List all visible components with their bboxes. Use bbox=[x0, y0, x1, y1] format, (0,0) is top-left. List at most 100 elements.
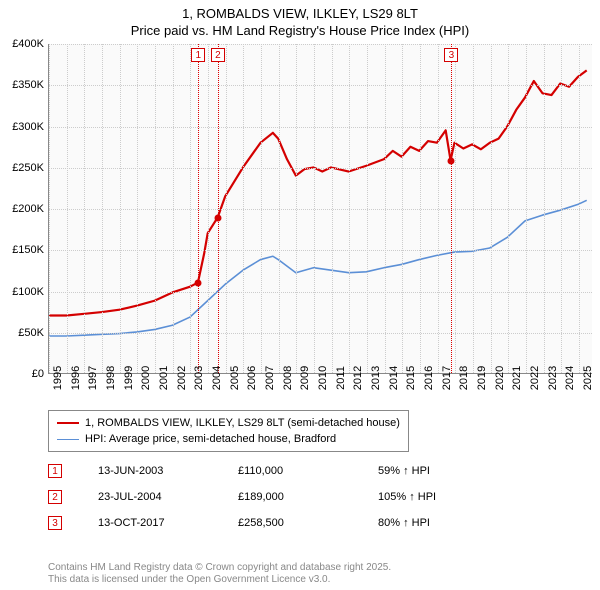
sale-marker-point bbox=[448, 157, 455, 164]
xtick-label: 2025 bbox=[582, 366, 594, 390]
sale-marker-box: 2 bbox=[211, 48, 225, 62]
ytick-label: £50K bbox=[18, 327, 44, 339]
legend-row: 1, ROMBALDS VIEW, ILKLEY, LS29 8LT (semi… bbox=[57, 415, 400, 431]
gridline-v bbox=[367, 44, 368, 373]
sale-marker-line bbox=[198, 44, 199, 373]
sale-date: 23-JUL-2004 bbox=[98, 491, 238, 503]
sale-pct: 80% ↑ HPI bbox=[378, 517, 498, 529]
sale-pct: 59% ↑ HPI bbox=[378, 465, 498, 477]
legend: 1, ROMBALDS VIEW, ILKLEY, LS29 8LT (semi… bbox=[48, 410, 409, 452]
xtick-label: 2009 bbox=[299, 366, 311, 390]
gridline-v bbox=[561, 44, 562, 373]
sales-table: 1 13-JUN-2003£110,00059% ↑ HPI 2 23-JUL-200… bbox=[48, 458, 498, 536]
xtick-label: 2004 bbox=[211, 366, 223, 390]
gridline-v bbox=[385, 44, 386, 373]
gridline-h bbox=[49, 127, 592, 128]
xtick-label: 2021 bbox=[511, 366, 523, 390]
gridline-v bbox=[508, 44, 509, 373]
ytick-label: £250K bbox=[12, 162, 44, 174]
sale-date: 13-OCT-2017 bbox=[98, 517, 238, 529]
xtick-label: 2014 bbox=[388, 366, 400, 390]
xtick-label: 2003 bbox=[193, 366, 205, 390]
chart-title-block: 1, ROMBALDS VIEW, ILKLEY, LS29 8LT Price… bbox=[0, 0, 600, 40]
gridline-v bbox=[84, 44, 85, 373]
gridline-v bbox=[279, 44, 280, 373]
gridline-v bbox=[190, 44, 191, 373]
xtick-label: 1995 bbox=[52, 366, 64, 390]
sale-date: 13-JUN-2003 bbox=[98, 465, 238, 477]
xtick-label: 2008 bbox=[282, 366, 294, 390]
sale-marker-line bbox=[218, 44, 219, 373]
ytick-label: £0 bbox=[32, 368, 44, 380]
footer: Contains HM Land Registry data © Crown c… bbox=[48, 562, 391, 586]
gridline-v bbox=[102, 44, 103, 373]
gridline-v bbox=[261, 44, 262, 373]
gridline-h bbox=[49, 333, 592, 334]
legend-row: HPI: Average price, semi-detached house,… bbox=[57, 431, 400, 447]
footer-line-1: Contains HM Land Registry data © Crown c… bbox=[48, 562, 391, 574]
sale-row-marker: 3 bbox=[48, 516, 62, 530]
gridline-v bbox=[67, 44, 68, 373]
gridline-v bbox=[243, 44, 244, 373]
legend-swatch bbox=[57, 422, 79, 424]
legend-label: 1, ROMBALDS VIEW, ILKLEY, LS29 8LT (semi… bbox=[85, 417, 400, 429]
chart: 123 £0£50K£100K£150K£200K£250K£300K£350K… bbox=[0, 44, 600, 404]
sale-marker-line bbox=[451, 44, 452, 373]
xtick-label: 2018 bbox=[458, 366, 470, 390]
gridline-h bbox=[49, 292, 592, 293]
xtick-label: 2013 bbox=[370, 366, 382, 390]
sale-marker-point bbox=[214, 215, 221, 222]
xtick-label: 2011 bbox=[335, 366, 347, 390]
gridline-v bbox=[473, 44, 474, 373]
sale-pct: 105% ↑ HPI bbox=[378, 491, 498, 503]
legend-label: HPI: Average price, semi-detached house,… bbox=[85, 433, 336, 445]
sale-marker-box: 1 bbox=[191, 48, 205, 62]
sale-row: 2 23-JUL-2004£189,000105% ↑ HPI bbox=[48, 484, 498, 510]
gridline-v bbox=[438, 44, 439, 373]
gridline-v bbox=[544, 44, 545, 373]
xtick-label: 2007 bbox=[264, 366, 276, 390]
series-property bbox=[49, 70, 587, 315]
gridline-v bbox=[208, 44, 209, 373]
sale-row: 3 13-OCT-2017£258,50080% ↑ HPI bbox=[48, 510, 498, 536]
gridline-v bbox=[455, 44, 456, 373]
xtick-label: 2015 bbox=[405, 366, 417, 390]
gridline-v bbox=[526, 44, 527, 373]
gridline-v bbox=[349, 44, 350, 373]
gridline-v bbox=[332, 44, 333, 373]
sale-price: £258,500 bbox=[238, 517, 378, 529]
ytick-label: £400K bbox=[12, 38, 44, 50]
xtick-label: 2020 bbox=[494, 366, 506, 390]
gridline-v bbox=[579, 44, 580, 373]
sale-row-marker: 2 bbox=[48, 490, 62, 504]
xtick-label: 2017 bbox=[441, 366, 453, 390]
sale-price: £110,000 bbox=[238, 465, 378, 477]
footer-line-2: This data is licensed under the Open Gov… bbox=[48, 574, 391, 586]
xtick-label: 1998 bbox=[105, 366, 117, 390]
xtick-label: 2024 bbox=[564, 366, 576, 390]
xtick-label: 1997 bbox=[87, 366, 99, 390]
gridline-v bbox=[314, 44, 315, 373]
title-line-1: 1, ROMBALDS VIEW, ILKLEY, LS29 8LT bbox=[0, 6, 600, 23]
sale-row: 1 13-JUN-2003£110,00059% ↑ HPI bbox=[48, 458, 498, 484]
ytick-label: £300K bbox=[12, 121, 44, 133]
ytick-label: £350K bbox=[12, 79, 44, 91]
gridline-h bbox=[49, 44, 592, 45]
sale-row-marker: 1 bbox=[48, 464, 62, 478]
xtick-label: 1999 bbox=[123, 366, 135, 390]
ytick-label: £200K bbox=[12, 203, 44, 215]
sale-price: £189,000 bbox=[238, 491, 378, 503]
xtick-label: 2006 bbox=[246, 366, 258, 390]
ytick-label: £150K bbox=[12, 244, 44, 256]
gridline-h bbox=[49, 168, 592, 169]
legend-swatch bbox=[57, 439, 79, 440]
gridline-h bbox=[49, 209, 592, 210]
xtick-label: 2002 bbox=[176, 366, 188, 390]
xtick-label: 2010 bbox=[317, 366, 329, 390]
xtick-label: 2012 bbox=[352, 366, 364, 390]
xtick-label: 1996 bbox=[70, 366, 82, 390]
xtick-label: 2001 bbox=[158, 366, 170, 390]
gridline-v bbox=[420, 44, 421, 373]
gridline-v bbox=[226, 44, 227, 373]
gridline-h bbox=[49, 250, 592, 251]
